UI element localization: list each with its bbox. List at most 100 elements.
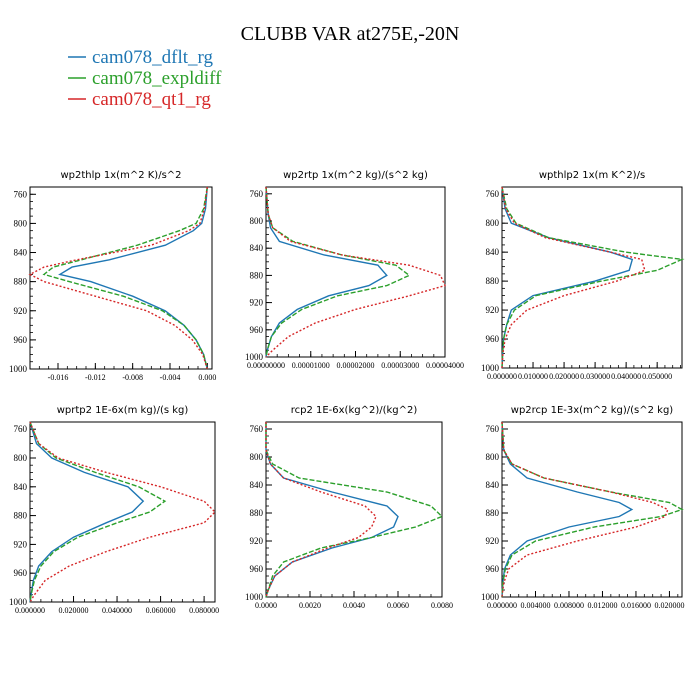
legend: cam078_dflt_rg cam078_expldiff cam078_qt… [68, 47, 222, 110]
panel-title: wp2rcp 1E-3x(m^2 kg)/(s^2 kg) [511, 405, 674, 416]
x-tick-label: 0.080000 [189, 606, 219, 615]
x-tick-label: 0.000 [198, 373, 216, 382]
x-tick-label: 0.020000 [549, 372, 579, 381]
y-tick-label: 840 [14, 248, 28, 258]
panels: wp2thlp 1x(m^2 K)/s^2 760 800 840 880 920 960 1… [9, 170, 685, 615]
series-line-cam078_qt1_rg [501, 186, 646, 369]
x-tick-label: 0.012000 [587, 601, 617, 610]
series-line-cam078_dflt_rg [58, 186, 208, 370]
panel-frame [265, 421, 443, 598]
y-tick-label: 960 [250, 325, 264, 335]
y-tick-label: 800 [14, 453, 28, 463]
panel-frame [501, 421, 683, 598]
series-line-cam078_expldiff [501, 186, 685, 369]
legend-label-dflt: cam078_dflt_rg [92, 47, 214, 68]
series-line-cam078_dflt_rg [265, 186, 388, 358]
x-tick-label: 0.0020 [299, 601, 321, 610]
x-tick-label: 0.008000 [554, 601, 584, 610]
y-tick-label: 760 [250, 424, 264, 434]
x-tick-label: 0.0040 [343, 601, 365, 610]
panel-title: rcp2 1E-6x(kg^2)/(kg^2) [291, 405, 418, 416]
y-tick-label: 880 [14, 277, 28, 287]
y-tick-label: 840 [250, 243, 264, 253]
series-line-cam078_qt1_rg [28, 186, 208, 370]
x-tick-label: 0.0080 [431, 601, 453, 610]
panel-title: wp2thlp 1x(m^2 K)/s^2 [60, 170, 181, 181]
y-tick-label: 880 [14, 511, 28, 521]
y-tick-label: 760 [14, 424, 28, 434]
x-tick-label: 0.020000 [59, 606, 89, 615]
y-tick-label: 840 [250, 480, 264, 490]
x-tick-label: -0.008 [122, 373, 143, 382]
x-tick-label: 0.060000 [146, 606, 176, 615]
y-tick-label: 1000 [9, 364, 28, 374]
panel-2: wp2rtp 1x(m^2 kg)/(s^2 kg) 760 800 840 880 92… [245, 170, 464, 370]
x-tick-label: 0.00000000 [247, 361, 285, 370]
y-tick-label: 840 [14, 482, 28, 492]
y-tick-label: 880 [486, 276, 500, 286]
x-tick-label: 0.050000 [642, 372, 672, 381]
y-tick-label: 960 [14, 335, 28, 345]
y-tick-label: 840 [486, 480, 500, 490]
y-tick-label: 960 [14, 568, 28, 578]
panel-title: wpthlp2 1x(m K^2)/s [539, 170, 645, 181]
x-tick-label: 0.000000 [487, 372, 517, 381]
y-tick-label: 960 [486, 564, 500, 574]
x-tick-label: 0.000000 [15, 606, 45, 615]
y-tick-label: 800 [486, 452, 500, 462]
x-tick-label: 0.030000 [580, 372, 610, 381]
x-tick-label: 0.010000 [518, 372, 548, 381]
y-tick-label: 760 [486, 189, 500, 199]
series-line-cam078_qt1_rg [265, 422, 377, 598]
y-tick-label: 800 [14, 218, 28, 228]
panel-3: wpthlp2 1x(m K^2)/s 760 800 840 880 920 960 100… [481, 170, 685, 381]
x-tick-label: 0.00003000 [381, 361, 419, 370]
series-line-cam078_dflt_rg [29, 421, 145, 603]
panel-title: wp2rtp 1x(m^2 kg)/(s^2 kg) [283, 170, 428, 181]
x-tick-label: 0.004000 [520, 601, 550, 610]
x-tick-label: 0.00004000 [426, 361, 464, 370]
legend-label-qt1: cam078_qt1_rg [92, 89, 211, 110]
y-tick-label: 920 [14, 539, 28, 549]
panel-title: wprtp2 1E-6x(m kg)/(s kg) [57, 405, 189, 416]
series-line-cam078_dflt_rg [501, 421, 634, 598]
y-tick-label: 960 [486, 334, 500, 344]
y-tick-label: 920 [486, 305, 500, 315]
panel-frame [29, 186, 213, 370]
x-tick-label: 0.016000 [621, 601, 651, 610]
x-tick-label: 0.0000 [255, 601, 277, 610]
panel-frame [29, 421, 216, 603]
y-tick-label: 960 [250, 564, 264, 574]
y-tick-label: 920 [250, 298, 264, 308]
y-tick-label: 920 [14, 306, 28, 316]
y-tick-label: 760 [486, 424, 500, 434]
series-line-cam078_qt1_rg [265, 186, 446, 358]
y-tick-label: 800 [250, 216, 264, 226]
y-tick-label: 880 [250, 270, 264, 280]
panel-frame [501, 186, 683, 369]
x-tick-label: 0.00002000 [337, 361, 375, 370]
x-tick-label: 0.020000 [654, 601, 684, 610]
y-tick-label: 800 [486, 218, 500, 228]
y-tick-label: 1000 [245, 592, 264, 602]
series-line-cam078_expldiff [265, 422, 444, 598]
series-line-cam078_expldiff [265, 186, 411, 358]
panel-5: rcp2 1E-6x(kg^2)/(kg^2) 760 800 840 880 920 96… [245, 405, 453, 610]
y-tick-label: 1000 [245, 352, 264, 362]
series-line-cam078_expldiff [501, 421, 684, 598]
y-tick-label: 1000 [481, 363, 500, 373]
series-line-cam078_dflt_rg [501, 186, 634, 369]
y-tick-label: 1000 [9, 597, 28, 607]
y-tick-label: 920 [250, 536, 264, 546]
y-tick-label: 800 [250, 452, 264, 462]
x-tick-label: 0.000000 [487, 601, 517, 610]
series-line-cam078_qt1_rg [501, 421, 669, 598]
panel-frame [265, 186, 446, 358]
y-tick-label: 840 [486, 247, 500, 257]
x-tick-label: -0.016 [48, 373, 69, 382]
panel-6: wp2rcp 1E-3x(m^2 kg)/(s^2 kg) 760 800 840 88… [481, 405, 684, 610]
y-tick-label: 880 [486, 508, 500, 518]
panel-4: wprtp2 1E-6x(m kg)/(s kg) 760 800 840 880 920… [9, 405, 219, 615]
x-tick-label: 0.040000 [611, 372, 641, 381]
